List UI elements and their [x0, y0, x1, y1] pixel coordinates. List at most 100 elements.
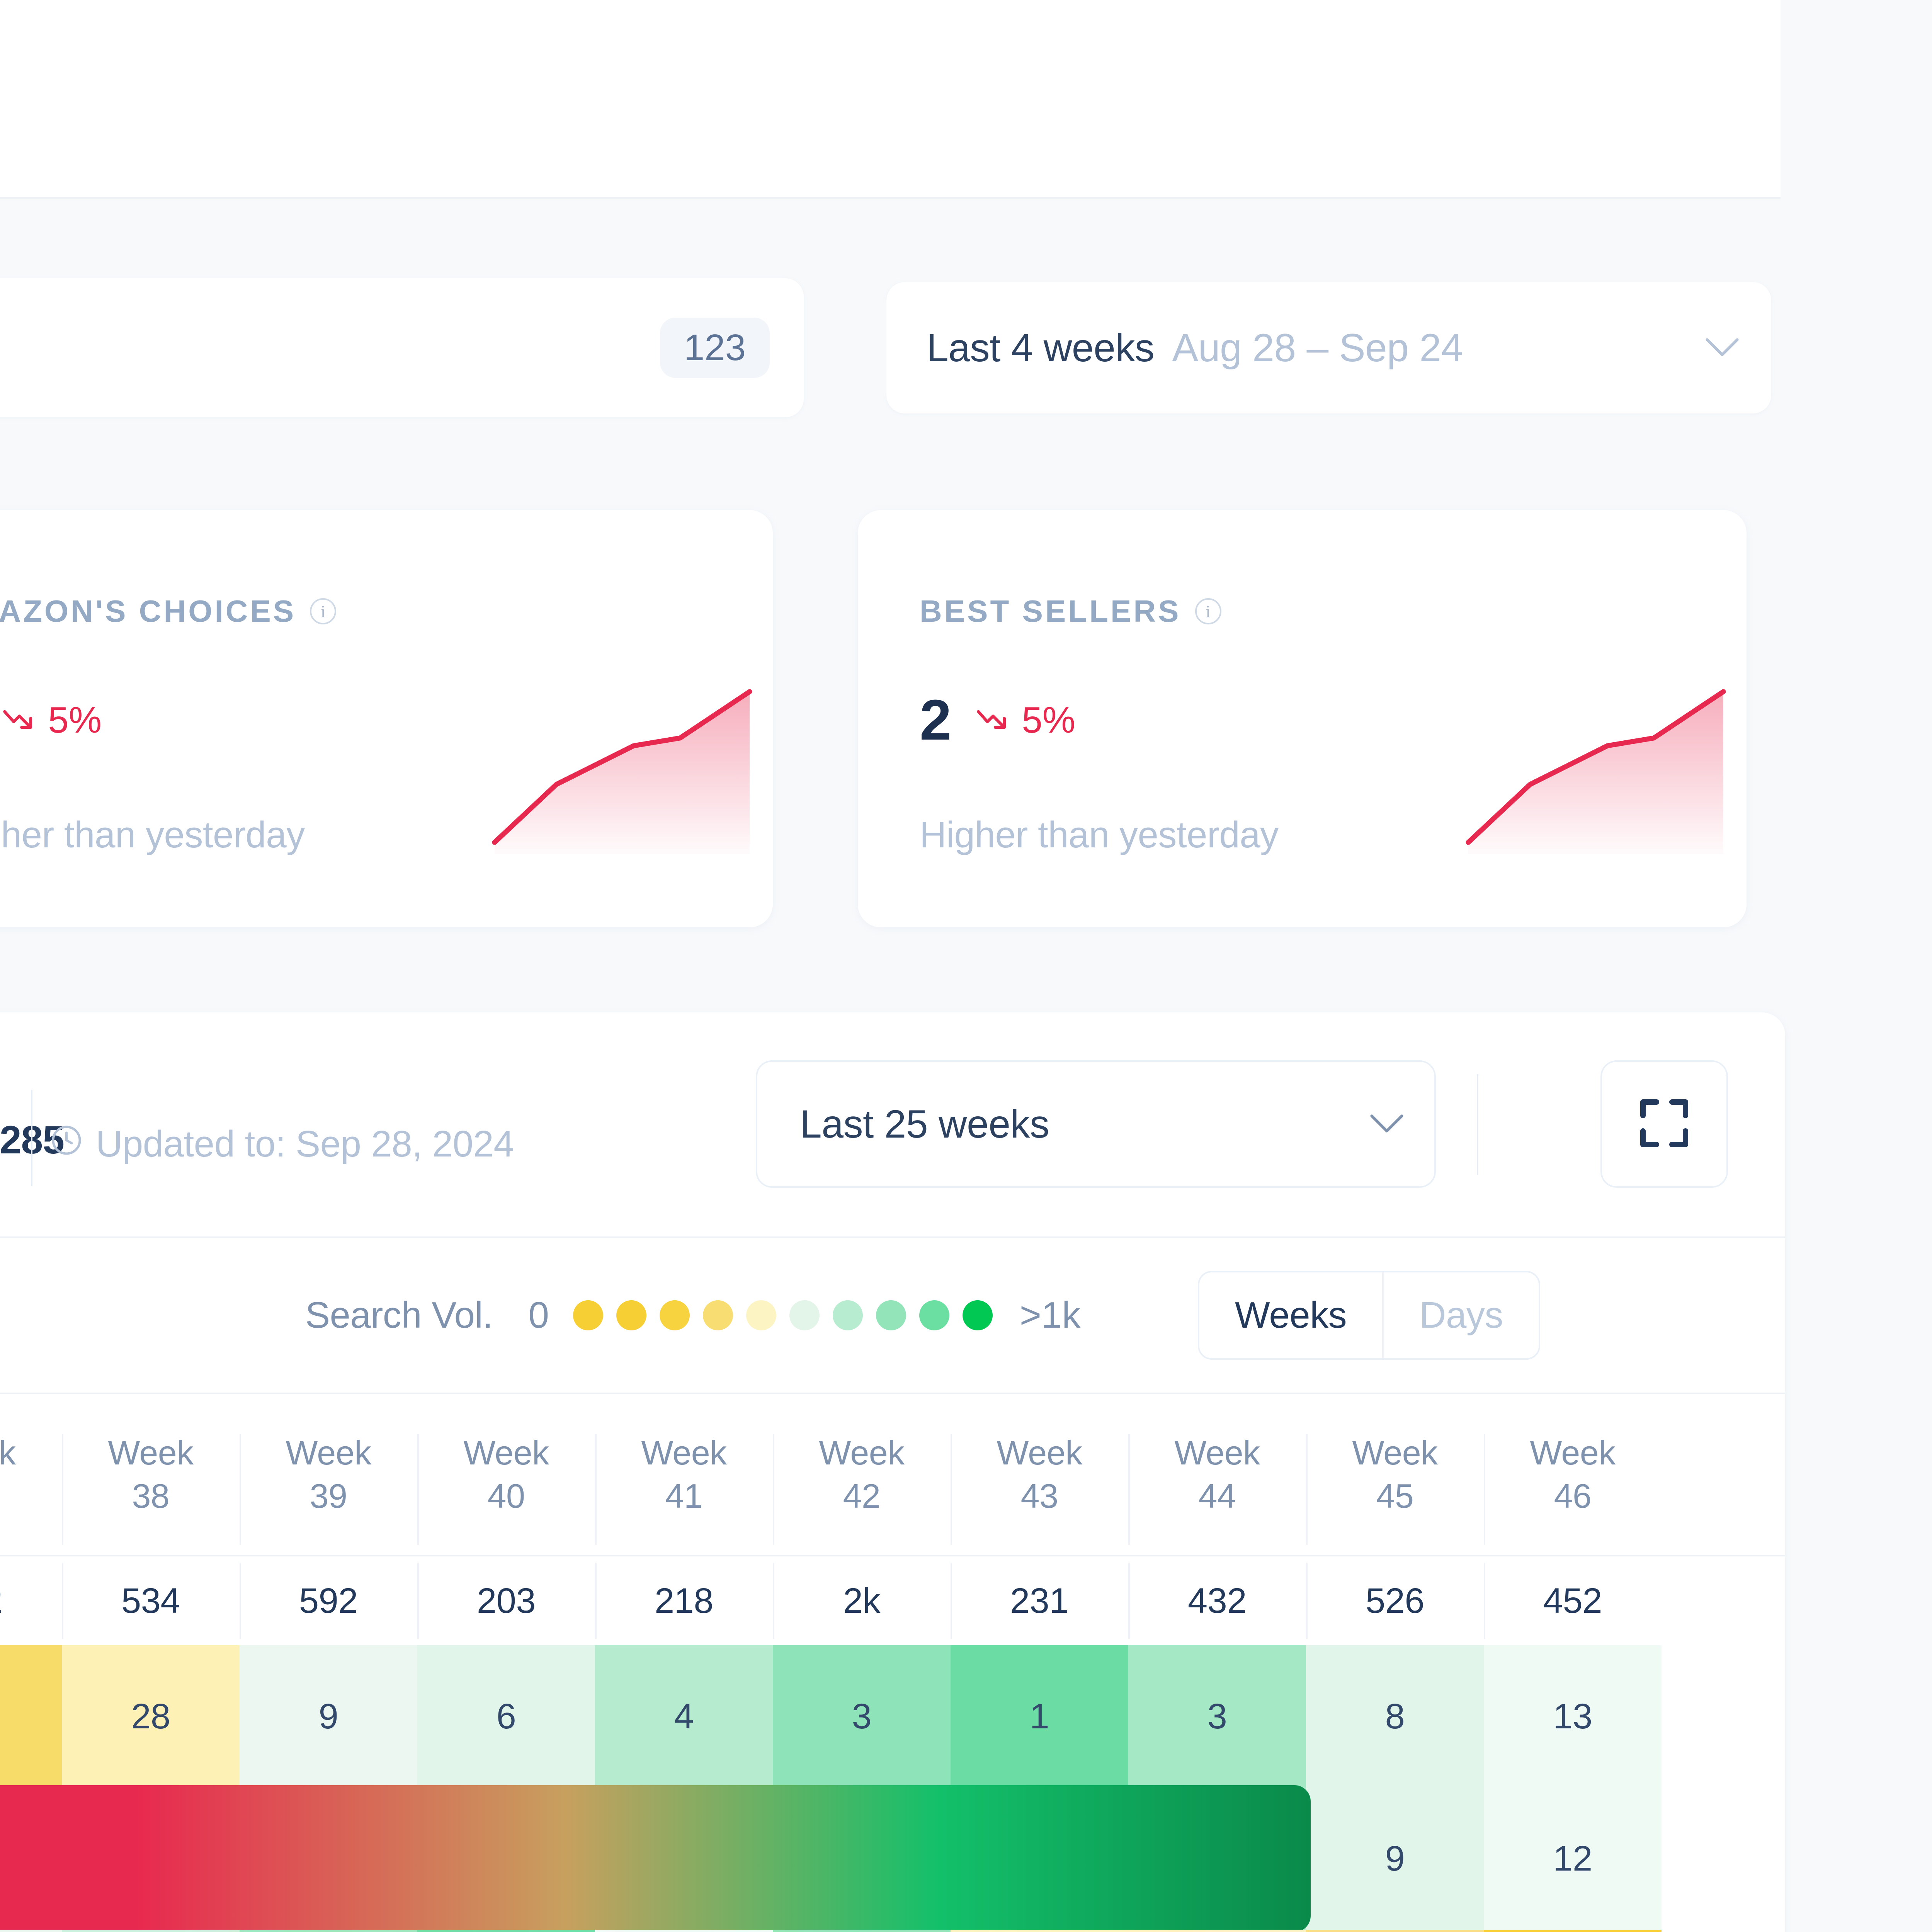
week-header-number: 39	[310, 1477, 347, 1515]
search-volume-cell: 534	[62, 1556, 240, 1645]
toggle-days[interactable]: Days	[1382, 1272, 1539, 1358]
stat-card-best-sellers[interactable]: BEST SELLERS i 2 5% Higher than yesterda…	[858, 510, 1747, 927]
week-header-prefix: Week	[1174, 1433, 1260, 1472]
heatmap-cell[interactable]: 7	[62, 1930, 240, 1932]
legend-color-scale	[573, 1300, 993, 1330]
week-header-number: 40	[487, 1477, 525, 1515]
card-delta-value: 5%	[48, 699, 102, 741]
heatmap-table: Week37Week38Week39Week40Week41Week42Week…	[0, 1394, 1785, 1932]
heatmap-cell[interactable]: 23	[1128, 1930, 1306, 1932]
card-delta: 5%	[1, 702, 102, 739]
week-header-prefix: Week	[0, 1433, 16, 1472]
heatmap-cell[interactable]: 1	[951, 1645, 1128, 1787]
heatmap-cell[interactable]: 4	[417, 1930, 595, 1932]
heatmap-cell[interactable]: 8	[1306, 1645, 1484, 1787]
week-header-prefix: Week	[641, 1433, 727, 1472]
heatmap-cell[interactable]: 8	[417, 1787, 595, 1930]
week-header-prefix: Week	[463, 1433, 549, 1472]
legend-max: >1k	[1019, 1294, 1081, 1336]
card-delta: 5%	[975, 702, 1075, 739]
filter-bar: 123 Last 4 weeks Aug 28 – Sep 24	[0, 278, 1785, 417]
toggle-weeks[interactable]: Weeks	[1235, 1294, 1347, 1336]
heatmap-cell[interactable]: 12	[1484, 1787, 1662, 1930]
card-title: BEST SELLERS	[920, 594, 1181, 628]
info-icon[interactable]: i	[310, 598, 337, 624]
card-value-row: 2 5%	[920, 692, 1075, 749]
search-volume-row: 1325345922032182k231432526452	[0, 1556, 1785, 1645]
card-header: BEST SELLERS i	[920, 594, 1221, 629]
toolbar-divider-2	[1477, 1074, 1478, 1175]
week-header-number: 44	[1198, 1477, 1236, 1515]
search-volume-cell: 592	[240, 1556, 417, 1645]
heatmap-cell[interactable]: 3	[595, 1787, 773, 1930]
weeks-range-select[interactable]: Last 25 weeks	[756, 1060, 1436, 1188]
stat-card-amazons-choices[interactable]: AMAZON'S CHOICES i 3 5% Higher than yest…	[0, 510, 773, 927]
heatmap-cell[interactable]: 4	[595, 1645, 773, 1787]
legend-divider	[0, 1393, 1785, 1394]
info-icon[interactable]: i	[1195, 598, 1221, 624]
week-header-cell: Week 40	[417, 1394, 595, 1555]
search-field-shell[interactable]: 123	[0, 278, 804, 417]
week-header-prefix: Week	[286, 1433, 371, 1472]
week-header-prefix: Week	[108, 1433, 194, 1472]
card-title: AMAZON'S CHOICES	[0, 594, 296, 628]
heatmap-cell[interactable]: 4	[951, 1787, 1128, 1930]
trend-down-icon	[975, 705, 1012, 736]
week-header-number: 38	[132, 1477, 170, 1515]
heatmap-cell[interactable]: 13	[1484, 1645, 1662, 1787]
heatmap-body: 2728964313813242739832469129764105242334…	[0, 1645, 1785, 1932]
search-volume-cell: 2k	[773, 1556, 951, 1645]
date-range-selector[interactable]: Last 4 weeks Aug 28 – Sep 24	[886, 282, 1771, 413]
keyword-heatmap-panel: 30,285 Updated to: Sep 28, 2024 Last 25 …	[0, 1012, 1785, 1932]
card-value-row: 3 5%	[0, 692, 102, 749]
card-subtitle: Higher than yesterday	[0, 814, 305, 855]
stat-cards: AMAZON'S CHOICES i 3 5% Higher than yest…	[0, 510, 1785, 927]
heatmap-cell[interactable]: 5	[773, 1930, 951, 1932]
heatmap-row: 976410524233440	[0, 1930, 1785, 1932]
heatmap-cell[interactable]: 6	[240, 1930, 417, 1932]
heatmap-cell[interactable]: 10	[595, 1930, 773, 1932]
granularity-toggle[interactable]: Weeks Days	[1198, 1271, 1540, 1360]
sparkline-chart	[479, 672, 773, 854]
heatmap-cell[interactable]: 3	[1128, 1645, 1306, 1787]
heatmap-cell[interactable]: 9	[1306, 1787, 1484, 1930]
week-header-cell: Week 38	[62, 1394, 240, 1555]
week-header-cell: Week 44	[1128, 1394, 1306, 1555]
week-header-prefix: Week	[819, 1433, 905, 1472]
heatmap-cell[interactable]: 39	[240, 1787, 417, 1930]
heatmap-cell[interactable]: 24	[0, 1787, 62, 1930]
heatmap-cell[interactable]: 27	[62, 1787, 240, 1930]
heatmap-cell[interactable]: 28	[62, 1645, 240, 1787]
legend-min: 0	[528, 1294, 549, 1336]
heatmap-cell[interactable]: 3	[773, 1645, 951, 1787]
toolbar-divider	[31, 1090, 32, 1186]
heatmap-cell[interactable]: 9	[0, 1930, 62, 1932]
legend-color-dot	[919, 1300, 949, 1330]
week-header-number: 41	[665, 1477, 703, 1515]
search-volume-cell: 203	[417, 1556, 595, 1645]
week-header-number: 45	[1376, 1477, 1414, 1515]
expand-button[interactable]	[1600, 1060, 1728, 1188]
week-header-prefix: Week	[1352, 1433, 1438, 1472]
week-header-cell: Week 43	[951, 1394, 1128, 1555]
date-range-label: Last 4 weeks	[927, 325, 1155, 370]
heatmap-cell[interactable]: 9	[240, 1645, 417, 1787]
search-volume-cell: 432	[1128, 1556, 1306, 1645]
legend-color-dot	[746, 1300, 776, 1330]
heatmap-cell[interactable]: 27	[0, 1645, 62, 1787]
top-strip	[0, 0, 1781, 199]
week-header-prefix: Week	[997, 1433, 1082, 1472]
heatmap-cell[interactable]: 40	[1484, 1930, 1662, 1932]
clock-icon	[50, 1123, 83, 1165]
search-volume-legend: Search Vol. 0 >1k	[305, 1294, 1080, 1337]
heatmap-cell[interactable]: 6	[417, 1645, 595, 1787]
card-delta-value: 5%	[1022, 699, 1076, 741]
card-header: AMAZON'S CHOICES i	[0, 594, 337, 629]
heatmap-cell[interactable]: 34	[1306, 1930, 1484, 1932]
heatmap-row: 2728964313813	[0, 1645, 1785, 1787]
legend-color-dot	[616, 1300, 646, 1330]
heatmap-cell[interactable]: 6	[1128, 1787, 1306, 1930]
heatmap-cell[interactable]: 2	[773, 1787, 951, 1930]
heatmap-cell[interactable]: 24	[951, 1930, 1128, 1932]
